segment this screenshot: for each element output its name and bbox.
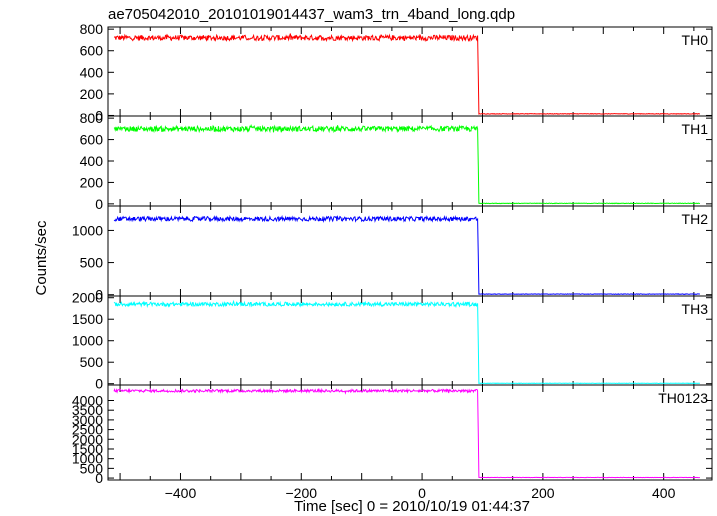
y-tick-label-TH0123: 500	[80, 460, 104, 476]
panel-label-TH2: TH2	[682, 211, 709, 227]
x-tick-label: 0	[418, 485, 426, 501]
y-tick-label-TH0123: 3500	[72, 402, 103, 418]
y-tick-label-TH3: 0	[95, 376, 103, 392]
series-line-TH2	[113, 214, 700, 295]
y-tick-label-TH0123: 2500	[72, 422, 103, 438]
y-tick-label-TH2: 0	[95, 287, 103, 303]
chart-title: ae705042010_20101019014437_wam3_trn_4ban…	[108, 6, 515, 23]
y-tick-label-TH0123: 0	[95, 470, 103, 486]
y-tick-label-TH1: 800	[80, 110, 104, 126]
y-tick-label-TH0: 600	[80, 43, 104, 59]
y-tick-label-TH1: 400	[80, 153, 104, 169]
y-tick-label-TH3: 1000	[72, 333, 103, 349]
x-tick-label: −400	[165, 485, 197, 501]
y-tick-label-TH1: 0	[95, 196, 103, 212]
panel-label-TH3: TH3	[682, 301, 709, 317]
y-tick-label-TH3: 1500	[72, 311, 103, 327]
y-tick-label-TH0: 800	[80, 21, 104, 37]
y-tick-label-TH0: 200	[80, 86, 104, 102]
y-tick-label-TH0123: 1500	[72, 441, 103, 457]
x-tick-label: 400	[652, 485, 676, 501]
panel-frame-TH3	[107, 295, 713, 386]
y-tick-label-TH0123: 4000	[72, 393, 103, 409]
series-line-TH0	[113, 33, 701, 115]
y-tick-label-TH0123: 3000	[72, 412, 103, 428]
y-tick-label-TH2: 1000	[72, 222, 103, 238]
series-line-TH1	[113, 123, 700, 205]
series-line-TH3	[113, 299, 700, 385]
y-tick-label-TH3: 2000	[72, 290, 103, 306]
y-tick-label-TH0123: 1000	[72, 451, 103, 467]
y-axis-label: Counts/sec	[33, 220, 50, 296]
panel-frame-TH0	[107, 26, 713, 117]
x-axis-label: Time [sec] 0 = 2010/10/19 01:44:37	[294, 498, 530, 515]
y-tick-label-TH0123: 2000	[72, 431, 103, 447]
panels-group: 0200400600800TH00200400600800TH105001000…	[72, 21, 713, 501]
series-line-TH0123	[113, 387, 700, 479]
y-tick-label-TH2: 500	[80, 255, 104, 271]
y-tick-label-TH3: 500	[80, 354, 104, 370]
y-tick-label-TH1: 200	[80, 174, 104, 190]
y-tick-label-TH0: 0	[95, 107, 103, 123]
y-tick-label-TH1: 600	[80, 132, 104, 148]
x-tick-label: −200	[286, 485, 318, 501]
panel-frame-TH0123	[107, 384, 713, 481]
y-tick-label-TH0: 400	[80, 64, 104, 80]
panel-label-TH1: TH1	[682, 121, 709, 137]
panel-label-TH0: TH0	[682, 32, 709, 48]
x-tick-label: 200	[531, 485, 555, 501]
panel-label-TH0123: TH0123	[658, 390, 708, 406]
